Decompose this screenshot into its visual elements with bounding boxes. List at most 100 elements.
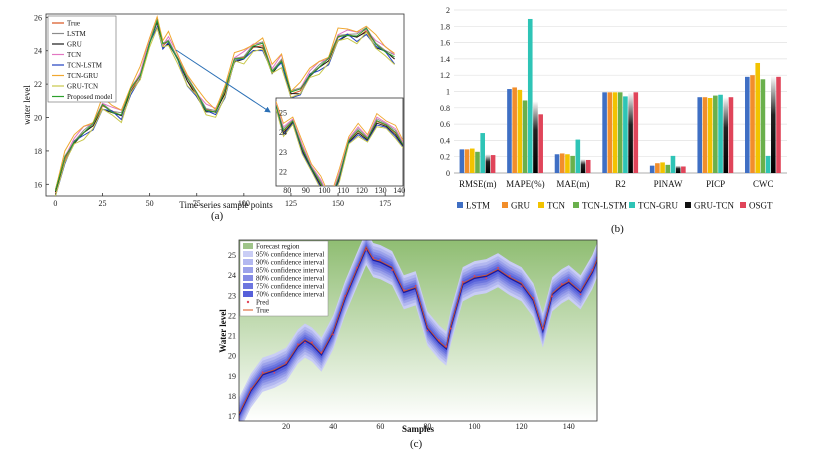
- legend-label: LSTM: [466, 201, 490, 211]
- bar-gru-tcn: [580, 159, 586, 173]
- pred-point: [296, 343, 299, 346]
- pred-point: [497, 266, 499, 269]
- y-tick-label: 23: [228, 291, 236, 300]
- bar-gru-tcn: [485, 154, 491, 173]
- bar-tcn-lstm: [713, 95, 718, 173]
- legend-swatch: [243, 251, 253, 257]
- x-tick-label: 20: [282, 422, 290, 431]
- pred-point: [461, 280, 464, 283]
- inset-a: 80 90 100 110 120 130 140 22 23 24 25: [275, 97, 405, 195]
- bar-tcn: [612, 92, 618, 173]
- y-tick-label: 21: [228, 332, 236, 341]
- legend-swatch: [685, 202, 691, 208]
- y-tick-label: 22: [34, 80, 42, 89]
- pred-point: [372, 256, 375, 259]
- true-line: [239, 246, 597, 415]
- legend-label: True: [256, 306, 269, 314]
- series-line-gru-tcn: [54, 26, 395, 196]
- legend-label: GRU-TCN: [694, 201, 734, 211]
- pred-point: [402, 288, 405, 291]
- legend-label: Forecast region: [256, 242, 300, 250]
- category-label: MAE(m): [556, 179, 589, 189]
- bar-tcn-gru: [623, 96, 628, 173]
- bar-tcn: [660, 162, 665, 173]
- pred-point: [320, 351, 323, 354]
- bar-tcn-gru: [575, 139, 581, 173]
- pred-point: [332, 333, 335, 336]
- x-tick-label: 25: [99, 199, 107, 208]
- bar-gru: [559, 153, 565, 173]
- pred-point: [485, 277, 488, 280]
- x-tick-label: 150: [332, 199, 344, 208]
- legend-label: 70% confidence interval: [256, 290, 324, 298]
- legend-label: TCN-GRU: [638, 201, 678, 211]
- legend-swatch: [538, 202, 544, 208]
- legend-swatch: [243, 243, 253, 249]
- inset-x-tick: 130: [375, 186, 387, 195]
- inset-y-tick: 24: [279, 128, 287, 137]
- y-tick-label: 20: [228, 352, 236, 361]
- plot-frame-a: [45, 13, 405, 197]
- pred-point: [579, 293, 582, 296]
- legend-swatch: [243, 283, 253, 289]
- bar-gru-tcn: [628, 92, 633, 173]
- caption-b: (b): [611, 223, 624, 235]
- pred-point: [304, 341, 306, 344]
- legend-label: TCN-LSTM: [582, 201, 627, 211]
- inset-line-proposed-model: [276, 105, 403, 186]
- bar-lstm: [602, 92, 607, 173]
- x-tick-label: 175: [379, 199, 391, 208]
- legend-b: LSTM GRU TCN TCN-LSTM TCN-GRU GRU-TCN OSGT: [457, 201, 773, 211]
- bar-gru: [702, 97, 708, 173]
- category-label: RMSE(m): [459, 179, 497, 189]
- pred-point: [391, 269, 393, 272]
- bar-gru: [607, 92, 613, 173]
- bar-gru: [464, 149, 470, 173]
- legend-label: TCN: [67, 51, 81, 59]
- bar-gru-tcn: [771, 76, 776, 173]
- bar-tcn: [469, 148, 475, 173]
- pred-point: [311, 341, 313, 344]
- legend-label: TCN: [547, 201, 566, 211]
- legend-label: TCN-GRU: [67, 72, 98, 80]
- y-tick-label: 0.2: [440, 153, 450, 162]
- y-axis-label: water level: [22, 85, 32, 125]
- x-tick-label: 100: [469, 422, 481, 431]
- inset-y-tick: 23: [279, 148, 287, 157]
- legend-label: 75% confidence interval: [256, 282, 324, 290]
- pred-point: [273, 371, 276, 374]
- x-axis-label: Time series sample points: [179, 200, 273, 210]
- x-tick-label: 0: [53, 199, 57, 208]
- pred-point: [379, 258, 382, 261]
- bar-osgt: [490, 155, 496, 173]
- category-label: PINAW: [654, 179, 683, 189]
- legend-label: 80% confidence interval: [256, 274, 324, 282]
- pred-point: [541, 327, 544, 329]
- pred-point: [365, 249, 368, 251]
- bar-lstm: [554, 154, 560, 173]
- y-tick-label: 1: [446, 88, 450, 97]
- inset-line-tcn: [276, 103, 403, 186]
- bar-gru: [512, 87, 517, 173]
- legend-label: LSTM: [67, 30, 86, 38]
- y-tick-label: 0.6: [440, 120, 450, 129]
- pred-point: [591, 268, 594, 271]
- pred-point: [508, 274, 511, 277]
- inset-y-tick: 22: [279, 167, 287, 176]
- bar-tcn-lstm: [475, 151, 480, 173]
- inset-line-gru-tcn: [276, 108, 403, 186]
- y-tick-label: 0: [446, 169, 450, 178]
- pred-point: [261, 371, 264, 374]
- bar-lstm: [745, 76, 750, 173]
- y-tick-label: 24: [34, 47, 42, 56]
- y-tick-label: 1.2: [440, 71, 450, 80]
- bar-gru-tcn: [675, 165, 681, 173]
- legend-label: True: [67, 20, 80, 28]
- bar-tcn: [565, 154, 570, 173]
- pred-point: [414, 284, 417, 287]
- pred-point: [445, 345, 448, 348]
- legend-label: OSGT: [749, 201, 773, 211]
- bar-tcn-lstm: [665, 164, 671, 173]
